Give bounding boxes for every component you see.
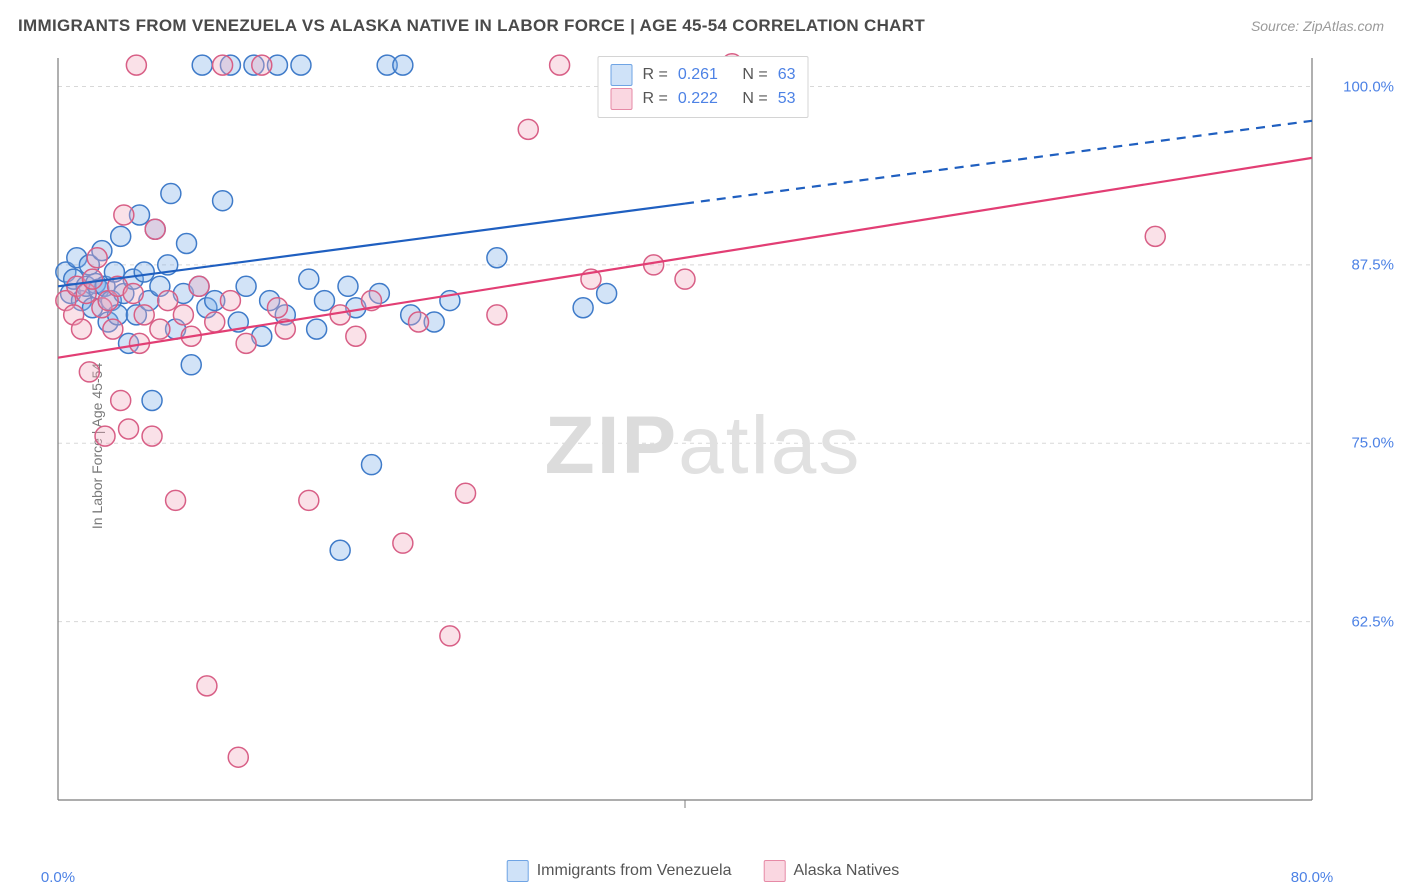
legend-label: Alaska Natives [793, 862, 899, 880]
ytick-label: 62.5% [1351, 613, 1394, 630]
ytick-label: 87.5% [1351, 256, 1394, 273]
r-value: 0.261 [678, 63, 718, 87]
n-value: 53 [778, 87, 796, 111]
ytick-label: 75.0% [1351, 435, 1394, 452]
r-value: 0.222 [678, 87, 718, 111]
xtick-label: 80.0% [1291, 869, 1334, 886]
legend-swatch-blue [507, 860, 529, 882]
series-legend: Immigrants from Venezuela Alaska Natives [507, 860, 900, 882]
legend-item: Alaska Natives [763, 860, 899, 882]
scatter-plot [54, 50, 1384, 840]
legend-label: Immigrants from Venezuela [537, 862, 732, 880]
legend-swatch-pink [611, 88, 633, 110]
n-label: N = [742, 87, 767, 111]
xtick-label: 0.0% [41, 869, 75, 886]
legend-item: Immigrants from Venezuela [507, 860, 732, 882]
legend-swatch-pink [763, 860, 785, 882]
legend-swatch-blue [611, 64, 633, 86]
correlation-legend: R = 0.261 N = 63 R = 0.222 N = 53 [598, 56, 809, 118]
source-label: Source: ZipAtlas.com [1251, 18, 1384, 34]
chart-title: IMMIGRANTS FROM VENEZUELA VS ALASKA NATI… [18, 16, 925, 36]
n-value: 63 [778, 63, 796, 87]
n-label: N = [742, 63, 767, 87]
r-label: R = [643, 87, 668, 111]
legend-row: R = 0.222 N = 53 [611, 87, 796, 111]
r-label: R = [643, 63, 668, 87]
chart-container: IMMIGRANTS FROM VENEZUELA VS ALASKA NATI… [0, 0, 1406, 892]
ytick-label: 100.0% [1343, 78, 1394, 95]
legend-row: R = 0.261 N = 63 [611, 63, 796, 87]
